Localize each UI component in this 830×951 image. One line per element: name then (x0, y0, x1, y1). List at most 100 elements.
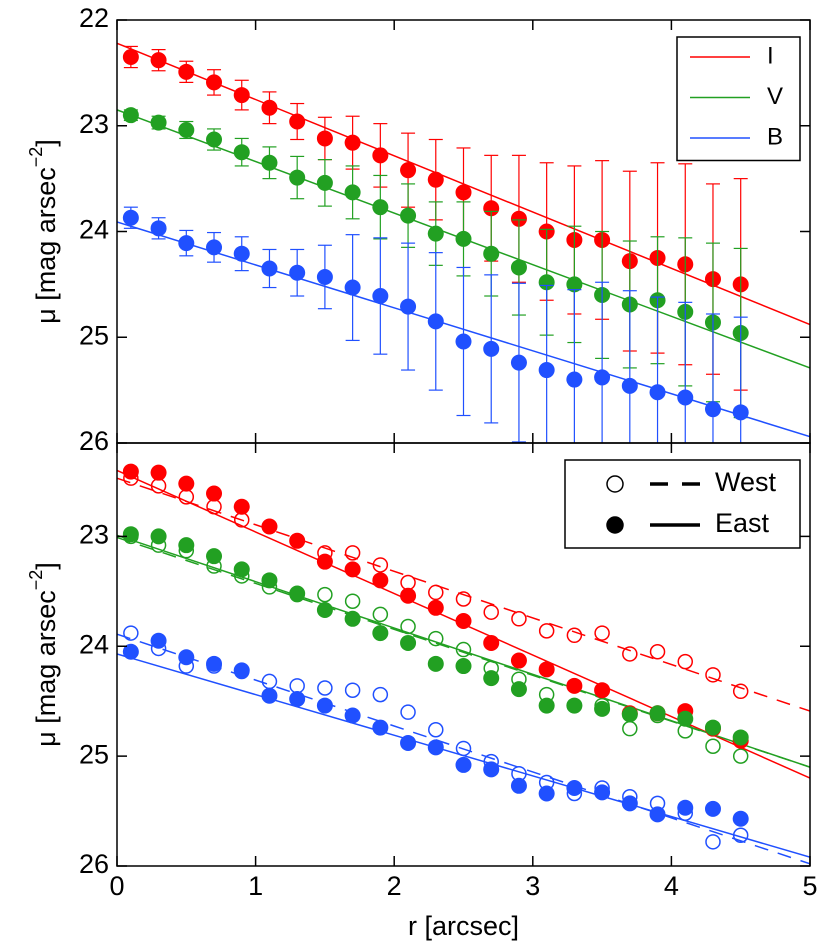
data-point (455, 333, 472, 350)
data-point (705, 667, 721, 683)
data-point (344, 593, 361, 609)
data-point (261, 673, 278, 690)
y-axis-label-end: ] (31, 139, 61, 147)
data-point (344, 707, 361, 724)
x-tick-label: 4 (664, 871, 679, 901)
legend-marker (606, 475, 624, 493)
x-axis-label: r [arcsec] (408, 911, 519, 941)
data-point (123, 625, 139, 641)
data-point (372, 719, 389, 736)
y-tick-label: 23 (79, 520, 109, 550)
data-point (455, 756, 472, 773)
plot-area (117, 463, 810, 865)
data-point (594, 625, 610, 641)
fit-line (117, 109, 810, 369)
data-point (261, 572, 278, 589)
y-axis-label-sup: −2 (26, 570, 46, 591)
data-point (566, 276, 583, 293)
data-point (594, 784, 611, 801)
data-point (705, 738, 721, 754)
data-point (178, 537, 195, 554)
data-point (233, 561, 250, 578)
data-point (483, 604, 499, 620)
data-point (400, 162, 417, 179)
data-point (344, 561, 361, 578)
data-point (732, 810, 749, 827)
data-point (289, 585, 306, 602)
data-point (538, 661, 555, 678)
x-tick-label: 1 (248, 871, 263, 901)
y-tick-label: 25 (79, 739, 109, 769)
data-point (427, 171, 444, 188)
data-point (122, 209, 139, 226)
data-point (428, 722, 444, 738)
y-tick-label: 25 (79, 320, 109, 350)
fit-line (117, 221, 810, 438)
data-point (344, 134, 361, 151)
legend-label: I (767, 42, 774, 69)
data-point (483, 200, 500, 217)
x-tick-label: 0 (109, 871, 124, 901)
x-tick-label: 3 (525, 871, 540, 901)
data-point (150, 528, 167, 545)
data-point (233, 245, 250, 262)
data-point (150, 220, 167, 237)
data-point (150, 464, 167, 481)
data-point (316, 553, 333, 570)
data-point (122, 526, 139, 543)
data-point (372, 288, 389, 305)
data-point (233, 87, 250, 104)
data-point (594, 700, 611, 717)
y-tick-label: 23 (79, 109, 109, 139)
data-point (178, 649, 195, 666)
data-point (677, 710, 694, 727)
data-point (316, 268, 333, 285)
data-point (566, 779, 583, 796)
data-point (233, 662, 250, 679)
data-point (427, 599, 444, 616)
y-tick-label: 24 (79, 215, 109, 245)
data-point (622, 720, 638, 737)
data-point (372, 686, 389, 703)
data-point (206, 548, 223, 565)
data-point (233, 498, 250, 515)
data-point (316, 602, 333, 619)
data-point (511, 611, 527, 627)
y-axis-label: μ [mag arsec−2] (26, 139, 61, 324)
x-tick-label: 5 (802, 871, 817, 901)
data-point (483, 634, 500, 651)
y-tick-label: 24 (79, 629, 109, 659)
legend-label: V (767, 83, 783, 110)
data-point (206, 131, 223, 148)
y-tick-label: 22 (79, 3, 109, 33)
data-point (427, 655, 444, 672)
data-point (261, 518, 278, 535)
data-point (317, 680, 333, 696)
data-point (732, 683, 749, 700)
data-point (427, 739, 444, 756)
x-tick-label: 2 (387, 871, 402, 901)
data-point (510, 259, 527, 276)
legend-label: West (715, 467, 777, 497)
data-point (538, 785, 555, 802)
fit-line (117, 534, 810, 768)
data-point (677, 653, 694, 670)
legend-marker (606, 516, 624, 534)
data-point (344, 610, 361, 627)
y-axis-label-sup: −2 (26, 147, 46, 168)
data-point (621, 795, 638, 812)
data-point (677, 799, 694, 816)
fit-line (117, 653, 810, 858)
legend-box (564, 459, 801, 549)
data-point (289, 678, 305, 694)
data-point (206, 239, 223, 256)
data-point (400, 574, 416, 591)
data-point (289, 532, 306, 549)
data-point (400, 618, 416, 635)
data-point (704, 401, 721, 418)
data-point (621, 706, 638, 723)
data-point (649, 644, 666, 660)
data-point (122, 463, 139, 480)
data-point (400, 587, 417, 604)
legend-label: East (715, 508, 770, 538)
